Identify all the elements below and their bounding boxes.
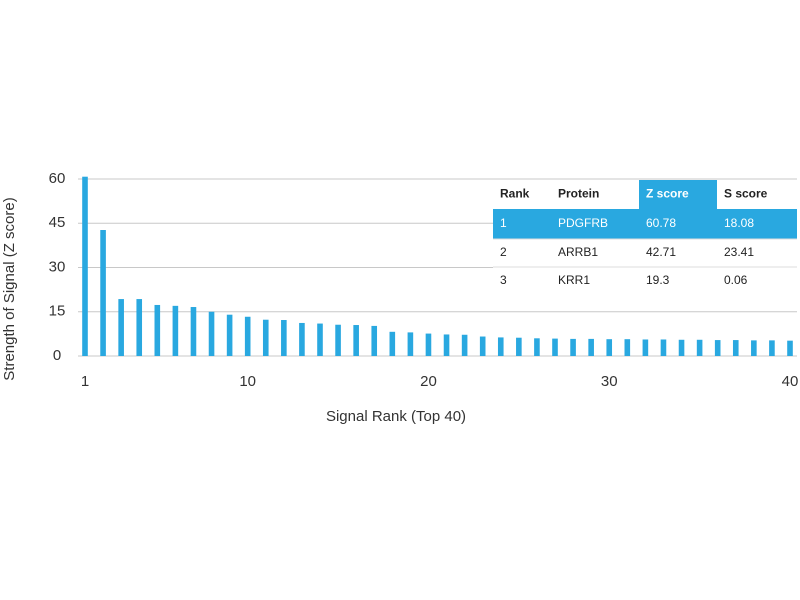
bar: [407, 332, 414, 356]
bar: [353, 325, 359, 356]
table-cell: 19.3: [646, 273, 670, 287]
table-header: Protein: [558, 187, 599, 201]
y-tick-label: 30: [49, 258, 66, 275]
bar: [606, 339, 613, 356]
table-cell: 60.78: [646, 216, 676, 230]
bar: [118, 299, 124, 356]
table-cell: 18.08: [724, 216, 754, 230]
bar: [335, 324, 341, 356]
table-header: S score: [724, 187, 768, 201]
bar: [552, 338, 558, 356]
bar: [570, 338, 576, 356]
y-tick-label: 45: [49, 214, 66, 231]
bar: [534, 338, 540, 356]
bar: [443, 334, 450, 356]
bar: [751, 340, 757, 356]
bar: [588, 338, 594, 356]
bar: [100, 230, 106, 356]
bar: [769, 340, 775, 356]
bar: [172, 305, 179, 356]
bar: [136, 299, 143, 356]
bar: [82, 176, 88, 356]
header-highlight: [639, 180, 717, 209]
table-cell: 23.41: [724, 245, 754, 259]
table-header: Rank: [500, 187, 530, 201]
bar: [190, 307, 197, 356]
bar: [371, 325, 378, 356]
bar: [154, 304, 161, 356]
x-tick-label: 10: [239, 373, 256, 390]
table-cell: 3: [500, 273, 507, 287]
bar: [497, 337, 504, 356]
row-highlight: [493, 209, 797, 239]
table-header: Z score: [646, 187, 689, 201]
bar: [678, 339, 685, 356]
bar: [732, 340, 739, 356]
bar: [226, 314, 233, 356]
y-tick-label: 60: [49, 170, 66, 187]
bar: [787, 340, 793, 356]
x-axis-label: Signal Rank (Top 40): [326, 408, 466, 425]
bar: [642, 339, 649, 356]
bar: [208, 311, 215, 356]
bar: [660, 339, 667, 356]
x-tick-label: 1: [81, 373, 89, 390]
x-tick-label: 20: [420, 373, 437, 390]
bar: [461, 334, 468, 356]
table-cell: ARRB1: [558, 245, 598, 259]
y-axis-label: Strength of Signal (Z score): [1, 197, 18, 380]
x-tick-label: 40: [782, 373, 799, 390]
bar: [696, 339, 703, 356]
x-tick-label: 30: [601, 373, 618, 390]
table-cell: 0.06: [724, 273, 748, 287]
y-tick-label: 15: [49, 303, 66, 320]
table-cell: 42.71: [646, 245, 676, 259]
bar: [281, 320, 287, 356]
bar: [317, 323, 323, 356]
bar: [516, 337, 522, 356]
bar: [425, 333, 432, 356]
table-cell: 2: [500, 245, 507, 259]
table-cell: PDGFRB: [558, 216, 608, 230]
bar: [299, 322, 305, 356]
table-cell: KRR1: [558, 273, 590, 287]
bar: [624, 339, 631, 356]
bar: [389, 331, 396, 356]
bar: [262, 319, 269, 356]
bar: [244, 316, 251, 356]
bar: [714, 340, 721, 356]
y-tick-label: 0: [53, 347, 61, 364]
table-cell: 1: [500, 216, 507, 230]
bar: [479, 336, 486, 356]
